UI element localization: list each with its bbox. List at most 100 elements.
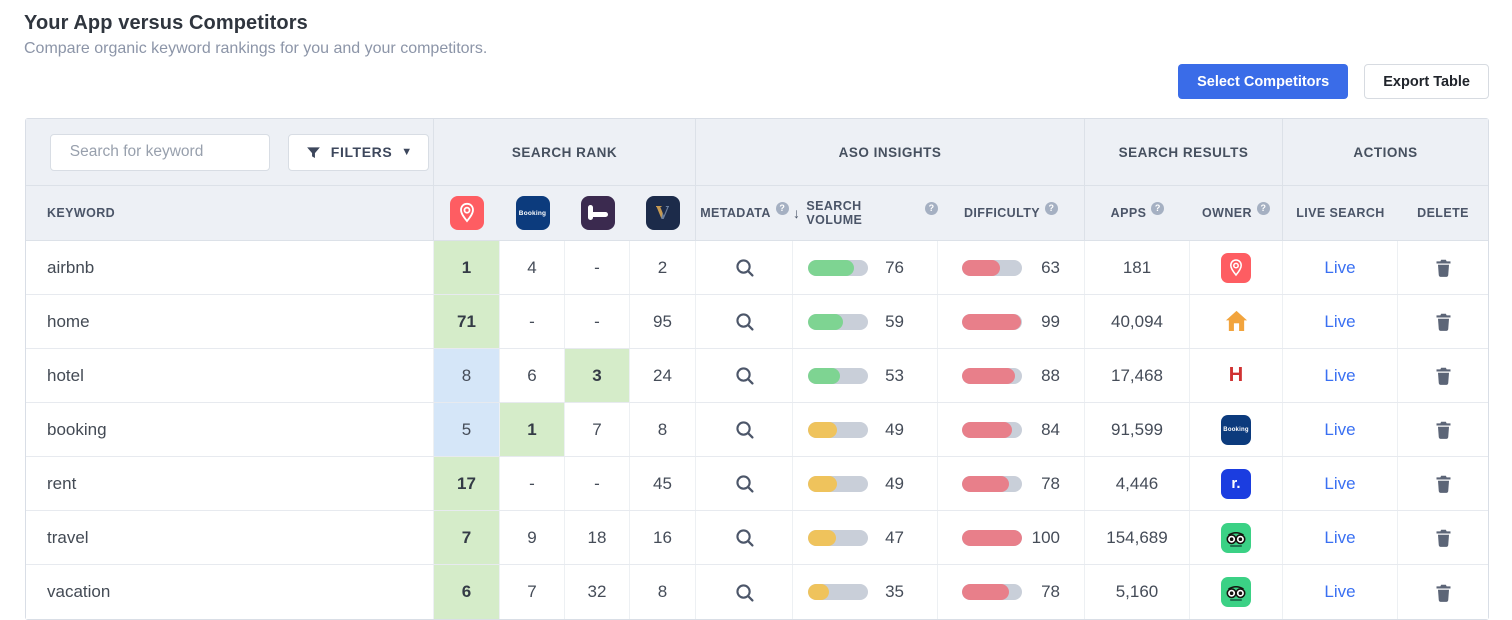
difficulty-cell: 88 bbox=[938, 349, 1085, 402]
difficulty-value: 78 bbox=[1041, 473, 1060, 493]
keyword-search-box[interactable] bbox=[49, 133, 270, 171]
live-search-link[interactable]: Live bbox=[1324, 582, 1356, 601]
column-owner: OWNER? bbox=[1190, 186, 1283, 240]
rank-cell: 24 bbox=[630, 349, 696, 402]
search-volume-cell: 47 bbox=[793, 511, 938, 564]
group-aso-insights: ASO INSIGHTS bbox=[696, 119, 1085, 185]
page-title: Your App versus Competitors bbox=[24, 12, 308, 34]
column-metadata: METADATA? bbox=[696, 186, 793, 240]
trash-icon[interactable] bbox=[1433, 256, 1454, 279]
search-volume-cell: 59 bbox=[793, 295, 938, 348]
trash-icon[interactable] bbox=[1433, 581, 1454, 604]
metadata-inspect-button[interactable] bbox=[696, 457, 793, 510]
volume-bar bbox=[808, 529, 868, 546]
trash-icon[interactable] bbox=[1433, 310, 1454, 333]
trash-icon[interactable] bbox=[1433, 526, 1454, 549]
difficulty-bar bbox=[962, 313, 1022, 330]
metadata-inspect-button[interactable] bbox=[696, 565, 793, 619]
keyword-cell: airbnb bbox=[26, 241, 434, 294]
metadata-inspect-button[interactable] bbox=[696, 403, 793, 456]
rank-cell: 7 bbox=[500, 565, 565, 619]
rank-cell: - bbox=[565, 457, 630, 510]
delete-cell bbox=[1398, 511, 1488, 564]
filters-button[interactable]: FILTERS ▼ bbox=[287, 133, 430, 171]
delete-cell bbox=[1398, 457, 1488, 510]
live-search-cell: Live bbox=[1283, 241, 1398, 294]
help-icon[interactable]: ? bbox=[775, 201, 789, 215]
select-competitors-button[interactable]: Select Competitors bbox=[1178, 64, 1349, 99]
difficulty-cell: 84 bbox=[938, 403, 1085, 456]
search-volume-cell: 35 bbox=[793, 565, 938, 619]
tripadvisor-owner-icon bbox=[1221, 522, 1251, 553]
filter-funnel-icon bbox=[306, 146, 320, 158]
volume-value: 49 bbox=[885, 419, 904, 439]
trash-icon[interactable] bbox=[1433, 472, 1454, 495]
competitor-app-airbnb[interactable] bbox=[434, 186, 500, 240]
rank-cell: - bbox=[500, 295, 565, 348]
live-search-link[interactable]: Live bbox=[1324, 527, 1356, 547]
help-icon[interactable]: ? bbox=[1044, 201, 1058, 215]
vrbo-app-icon: V bbox=[645, 196, 680, 230]
keyword-cell: travel bbox=[26, 511, 434, 564]
help-icon[interactable]: ? bbox=[1151, 201, 1165, 215]
rank-cell: 7 bbox=[434, 511, 500, 564]
live-search-link[interactable]: Live bbox=[1324, 419, 1356, 439]
rank-cell: - bbox=[565, 295, 630, 348]
metadata-search-icon bbox=[735, 259, 754, 277]
trash-icon[interactable] bbox=[1433, 418, 1454, 441]
volume-value: 49 bbox=[885, 473, 904, 493]
search-input[interactable] bbox=[69, 143, 270, 161]
rank-cell: 8 bbox=[434, 349, 500, 402]
competitor-app-booking[interactable]: Booking bbox=[500, 186, 565, 240]
delete-cell bbox=[1398, 349, 1488, 402]
volume-value: 35 bbox=[885, 582, 904, 601]
owner-cell: r. bbox=[1190, 457, 1283, 510]
table-row: travel 7 9 18 16 47 100 154,689 Live bbox=[26, 511, 1488, 565]
metadata-inspect-button[interactable] bbox=[696, 241, 793, 294]
apps-count-cell: 5,160 bbox=[1085, 565, 1190, 619]
difficulty-cell: 78 bbox=[938, 457, 1085, 510]
group-search-results: SEARCH RESULTS bbox=[1085, 119, 1283, 185]
search-volume-cell: 49 bbox=[793, 403, 938, 456]
trash-icon[interactable] bbox=[1433, 364, 1454, 387]
metadata-inspect-button[interactable] bbox=[696, 511, 793, 564]
owner-cell bbox=[1190, 511, 1283, 564]
competitor-app-hoteltonight[interactable] bbox=[565, 186, 630, 240]
live-search-cell: Live bbox=[1283, 295, 1398, 348]
hotelscom-owner-icon: H bbox=[1228, 364, 1244, 386]
delete-cell bbox=[1398, 565, 1488, 619]
metadata-inspect-button[interactable] bbox=[696, 349, 793, 402]
competitor-app-vrbo[interactable]: V bbox=[630, 186, 696, 240]
rank-cell: 16 bbox=[630, 511, 696, 564]
column-search-volume[interactable]: ↓ SEARCH VOLUME? bbox=[793, 186, 938, 240]
live-search-link[interactable]: Live bbox=[1324, 311, 1356, 331]
search-volume-cell: 53 bbox=[793, 349, 938, 402]
metadata-search-icon bbox=[735, 421, 754, 439]
metadata-search-icon bbox=[735, 313, 754, 331]
house-owner-icon bbox=[1225, 310, 1247, 331]
hoteltonight-bed-icon bbox=[580, 196, 615, 230]
difficulty-bar bbox=[962, 259, 1022, 276]
metadata-inspect-button[interactable] bbox=[696, 295, 793, 348]
rank-cell: 4 bbox=[500, 241, 565, 294]
difficulty-value: 78 bbox=[1041, 582, 1060, 601]
live-search-link[interactable]: Live bbox=[1324, 365, 1356, 385]
rank-cell: - bbox=[500, 457, 565, 510]
help-icon[interactable]: ? bbox=[1256, 201, 1270, 215]
group-header-row: FILTERS ▼ SEARCH RANK ASO INSIGHTS SEARC… bbox=[26, 119, 1488, 186]
help-icon[interactable]: ? bbox=[925, 201, 938, 215]
difficulty-bar bbox=[962, 529, 1022, 546]
rank-cell: 71 bbox=[434, 295, 500, 348]
group-search-rank: SEARCH RANK bbox=[434, 119, 696, 185]
live-search-cell: Live bbox=[1283, 349, 1398, 402]
live-search-link[interactable]: Live bbox=[1324, 473, 1356, 493]
sort-desc-icon: ↓ bbox=[793, 205, 801, 221]
difficulty-bar bbox=[962, 584, 1022, 600]
export-table-button[interactable]: Export Table bbox=[1364, 64, 1489, 99]
table-toolbar: FILTERS ▼ bbox=[26, 119, 434, 185]
rank-cell: 32 bbox=[565, 565, 630, 619]
rank-cell: 6 bbox=[500, 349, 565, 402]
apps-count-cell: 4,446 bbox=[1085, 457, 1190, 510]
rent-owner-icon: r. bbox=[1221, 468, 1251, 499]
live-search-link[interactable]: Live bbox=[1324, 257, 1356, 277]
